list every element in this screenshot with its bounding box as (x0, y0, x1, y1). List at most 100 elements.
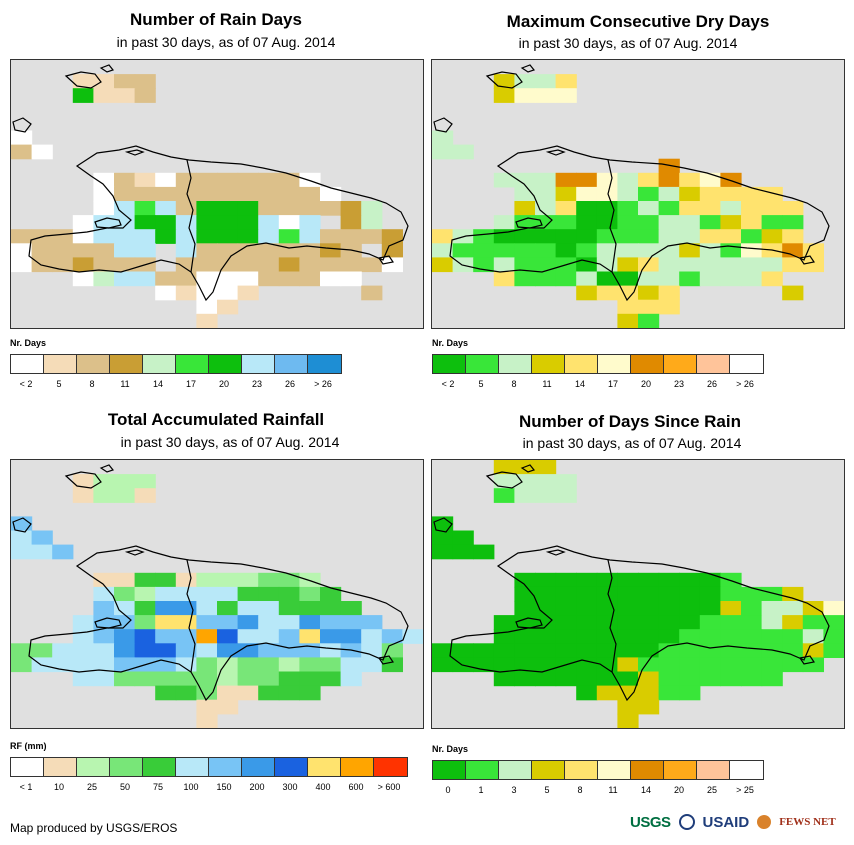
grid-cell (320, 601, 342, 616)
legend-label: 8 (89, 379, 95, 389)
grid-cell (555, 572, 577, 588)
grid-cell (741, 243, 763, 258)
coastline (515, 217, 543, 229)
grid-cell (535, 601, 557, 616)
legend-label: 23 (673, 379, 684, 389)
grid-cell (114, 172, 136, 188)
grid-cell (679, 586, 701, 602)
grid-cell (535, 671, 557, 687)
grid-cell (514, 271, 536, 287)
panel-2-title: Maximum Consecutive Dry Days (506, 12, 770, 31)
grid-cell (741, 271, 763, 287)
grid-cell (258, 215, 280, 230)
grid-cell (196, 685, 218, 701)
grid-cell (196, 243, 218, 258)
grid-cell (258, 615, 280, 630)
grid-cell (720, 629, 742, 644)
grid-cell (72, 271, 94, 287)
grid-cell (514, 643, 536, 658)
panel-2-map (431, 59, 845, 329)
legend-label: > 26 (314, 379, 332, 389)
grid-cell (514, 172, 536, 188)
grid-cell (596, 615, 618, 630)
grid-cell (217, 243, 239, 258)
grid-cell (596, 586, 618, 602)
grid-cell (802, 601, 824, 616)
grid-cell (535, 74, 557, 89)
grid-cell (802, 643, 824, 658)
grid-cell (720, 643, 742, 658)
fews-net-logo: FEWS NET (779, 816, 836, 828)
grid-cell (555, 671, 577, 687)
panel-1-legend (10, 354, 342, 374)
grid-cell (134, 271, 156, 287)
grid-cell (52, 544, 74, 560)
panel-2-legend (432, 354, 764, 374)
legend-swatch (697, 761, 730, 779)
grid-cell (93, 643, 115, 658)
grid-cell (237, 285, 259, 301)
grid-cell (596, 643, 618, 658)
grid-cell (175, 685, 197, 701)
grid-cell (679, 615, 701, 630)
grid-cell (278, 201, 300, 216)
grid-cell (576, 601, 598, 616)
grid-cell (679, 201, 701, 216)
grid-cell (340, 629, 362, 644)
grid-cell (473, 243, 495, 258)
grid-cell (175, 586, 197, 602)
grid-cell (617, 229, 639, 244)
grid-cell (278, 685, 300, 701)
coastline (520, 64, 536, 73)
grid-cell (155, 685, 177, 701)
grid-cell (617, 615, 639, 630)
coastline (12, 117, 32, 133)
grid-cell (134, 629, 156, 644)
legend-label: 5 (478, 379, 484, 389)
grid-cell (514, 474, 536, 489)
country-border (186, 559, 196, 673)
grid-cell (514, 601, 536, 616)
legend-swatch (730, 355, 763, 373)
grid-cell (679, 572, 701, 588)
grid-cell (658, 629, 680, 644)
grid-cell (658, 243, 680, 258)
grid-cell (617, 657, 639, 673)
gridded-map (11, 64, 409, 328)
grid-cell (175, 271, 197, 287)
grid-cell (237, 685, 259, 701)
grid-cell (340, 215, 362, 230)
legend-swatch (275, 758, 308, 776)
grid-cell (535, 243, 557, 258)
grid-cell (175, 229, 197, 244)
grid-cell (638, 201, 660, 216)
grid-cell (617, 285, 639, 301)
grid-cell (196, 299, 218, 315)
grid-cell (535, 643, 557, 658)
grid-cell (175, 643, 197, 658)
grid-cell (299, 257, 321, 273)
grid-cell (175, 243, 197, 258)
grid-cell (699, 243, 721, 258)
grid-cell (432, 544, 454, 560)
grid-cell (381, 229, 403, 244)
grid-cell (741, 601, 763, 616)
grid-cell (535, 572, 557, 588)
panel-1-map (10, 59, 424, 329)
grid-cell (761, 601, 783, 616)
grid-cell (237, 229, 259, 244)
grid-cell (432, 243, 454, 258)
grid-cell (114, 488, 136, 503)
grid-cell (658, 657, 680, 673)
grid-cell (175, 215, 197, 230)
grid-cell (679, 243, 701, 258)
grid-cell (175, 201, 197, 216)
grid-cell (361, 285, 383, 301)
grid-cell (196, 313, 218, 328)
grid-cell (658, 572, 680, 588)
grid-cell (617, 243, 639, 258)
grid-cell (576, 629, 598, 644)
grid-cell (761, 629, 783, 644)
grid-cell (761, 215, 783, 230)
grid-cell (237, 643, 259, 658)
